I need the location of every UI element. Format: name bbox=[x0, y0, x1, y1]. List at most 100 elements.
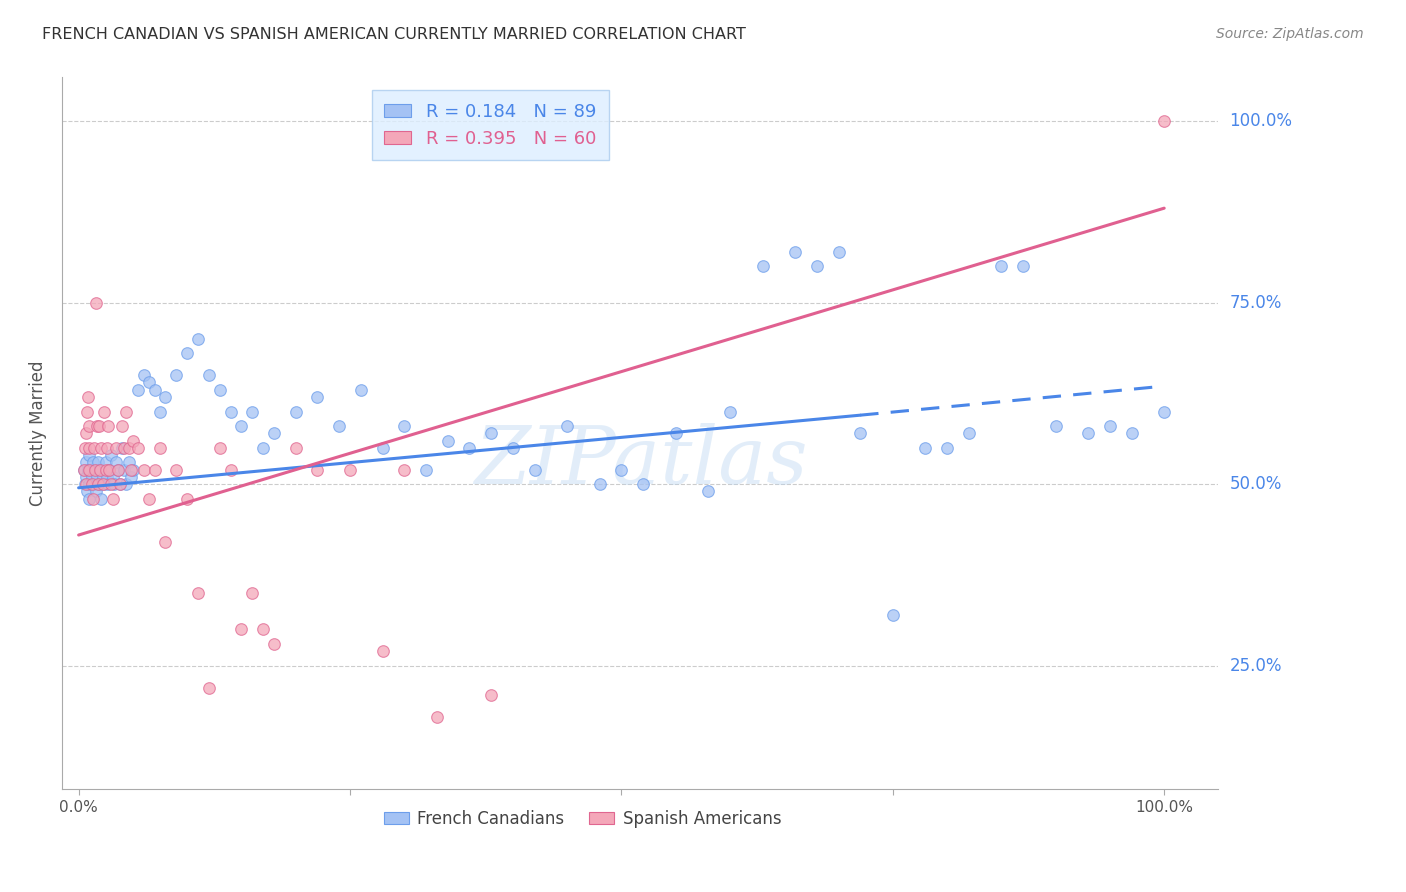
Point bbox=[415, 463, 437, 477]
Point bbox=[252, 441, 274, 455]
Point bbox=[936, 441, 959, 455]
Text: ZIPatlas: ZIPatlas bbox=[474, 423, 807, 500]
Point bbox=[479, 426, 502, 441]
Text: 75.0%: 75.0% bbox=[1230, 293, 1282, 311]
Point bbox=[143, 463, 166, 477]
Point bbox=[350, 383, 373, 397]
Point bbox=[120, 470, 142, 484]
Point bbox=[555, 419, 578, 434]
Point bbox=[103, 477, 125, 491]
Point bbox=[371, 644, 394, 658]
Point bbox=[77, 463, 100, 477]
Point bbox=[77, 390, 100, 404]
Point bbox=[82, 491, 104, 506]
Text: 25.0%: 25.0% bbox=[1230, 657, 1282, 674]
Point bbox=[155, 390, 177, 404]
Point bbox=[127, 441, 149, 455]
Point bbox=[79, 463, 101, 477]
Point bbox=[100, 477, 122, 491]
Point bbox=[108, 477, 131, 491]
Point bbox=[91, 477, 114, 491]
Point bbox=[84, 484, 107, 499]
Point bbox=[263, 426, 285, 441]
Point bbox=[132, 463, 155, 477]
Point bbox=[697, 484, 720, 499]
Point bbox=[155, 535, 177, 549]
Point bbox=[79, 419, 101, 434]
Point bbox=[1121, 426, 1143, 441]
Point bbox=[751, 260, 773, 274]
Point bbox=[86, 470, 108, 484]
Point bbox=[394, 463, 416, 477]
Point bbox=[165, 463, 187, 477]
Point bbox=[132, 368, 155, 383]
Point bbox=[89, 477, 111, 491]
Point bbox=[240, 586, 263, 600]
Point bbox=[307, 463, 329, 477]
Point bbox=[79, 491, 101, 506]
Point bbox=[107, 463, 129, 477]
Point bbox=[103, 491, 125, 506]
Point bbox=[91, 470, 114, 484]
Point bbox=[90, 441, 112, 455]
Point bbox=[111, 419, 134, 434]
Point bbox=[1153, 114, 1175, 128]
Point bbox=[93, 404, 115, 418]
Point bbox=[589, 477, 612, 491]
Point bbox=[80, 477, 103, 491]
Point bbox=[231, 623, 253, 637]
Point bbox=[479, 688, 502, 702]
Point bbox=[149, 404, 172, 418]
Point bbox=[198, 368, 221, 383]
Point bbox=[75, 477, 97, 491]
Point bbox=[882, 607, 904, 622]
Point bbox=[112, 463, 135, 477]
Point bbox=[806, 260, 828, 274]
Point bbox=[458, 441, 481, 455]
Point bbox=[240, 404, 263, 418]
Point bbox=[328, 419, 350, 434]
Point bbox=[1077, 426, 1099, 441]
Point bbox=[208, 383, 231, 397]
Point bbox=[176, 491, 198, 506]
Point bbox=[97, 477, 120, 491]
Point bbox=[79, 477, 101, 491]
Point bbox=[108, 477, 131, 491]
Point bbox=[79, 441, 101, 455]
Point bbox=[89, 419, 111, 434]
Point bbox=[785, 244, 807, 259]
Point bbox=[631, 477, 654, 491]
Point bbox=[198, 681, 221, 695]
Point bbox=[83, 463, 105, 477]
Point bbox=[83, 463, 105, 477]
Point bbox=[80, 470, 103, 484]
Point bbox=[79, 463, 101, 477]
Point bbox=[94, 455, 117, 469]
Point bbox=[73, 463, 96, 477]
Point bbox=[89, 463, 111, 477]
Point bbox=[75, 477, 97, 491]
Point bbox=[284, 441, 307, 455]
Point bbox=[957, 426, 980, 441]
Point bbox=[307, 390, 329, 404]
Point bbox=[138, 376, 160, 390]
Point bbox=[371, 441, 394, 455]
Point bbox=[1098, 419, 1121, 434]
Point bbox=[98, 463, 121, 477]
Point bbox=[339, 463, 361, 477]
Point bbox=[96, 441, 118, 455]
Point bbox=[426, 709, 449, 723]
Point bbox=[98, 463, 121, 477]
Point bbox=[990, 260, 1012, 274]
Point bbox=[89, 463, 111, 477]
Point bbox=[523, 463, 546, 477]
Point bbox=[94, 463, 117, 477]
Point bbox=[86, 419, 108, 434]
Point bbox=[103, 470, 125, 484]
Point bbox=[75, 455, 97, 469]
Point bbox=[176, 346, 198, 360]
Point bbox=[914, 441, 936, 455]
Point bbox=[87, 455, 110, 469]
Point bbox=[394, 419, 416, 434]
Legend: French Canadians, Spanish Americans: French Canadians, Spanish Americans bbox=[377, 803, 787, 834]
